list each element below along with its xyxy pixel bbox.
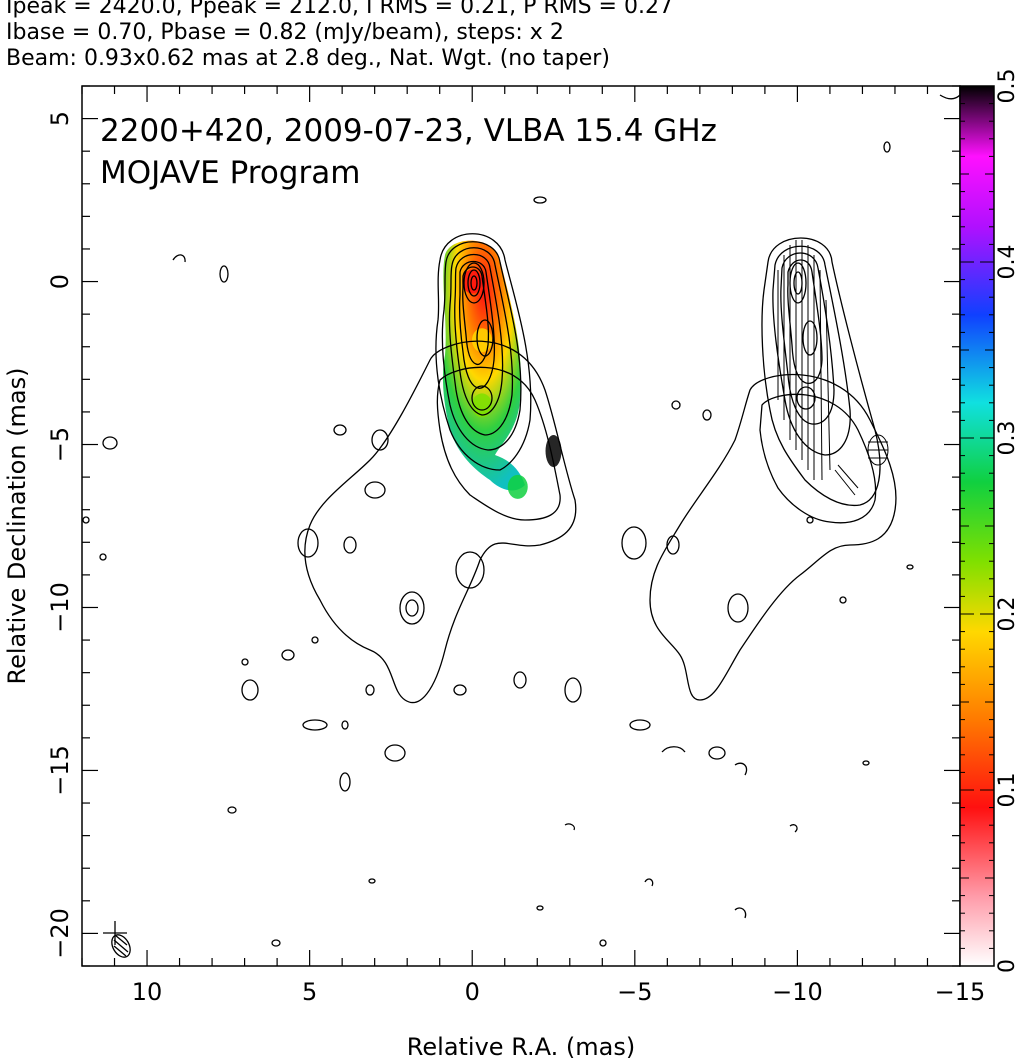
colorbar-ticks: 0 0.1 0.2 0.3 0.4 0.5 — [960, 69, 1020, 973]
colorbar-tick-label: 0.2 — [995, 597, 1020, 632]
y-axis-label: Relative Declination (mas) — [3, 367, 31, 684]
total-intensity-contours — [82, 94, 960, 947]
header-stats-line-1: Ipeak = 2420.0, Ppeak = 212.0, I RMS = 0… — [6, 0, 673, 19]
x-tick-label: 0 — [465, 978, 480, 1006]
y-tick-label: 0 — [46, 274, 74, 289]
beam-ellipse — [103, 921, 131, 958]
y-tick-label: −10 — [46, 582, 74, 633]
x-tick-label: 5 — [302, 978, 317, 1006]
polarized-component-mark — [471, 328, 492, 353]
colorbar-tick-label: 0.4 — [995, 245, 1020, 280]
x-tick-label: −15 — [935, 978, 986, 1006]
x-tick-label: 10 — [132, 978, 163, 1006]
x-axis-ticks: 10 5 0 −5 −10 −15 — [81, 86, 986, 1006]
map-content — [82, 94, 960, 958]
y-tick-label: −20 — [46, 908, 74, 959]
header-beam-line: Beam: 0.93x0.62 mas at 2.8 deg., Nat. Wg… — [6, 46, 610, 71]
polarized-component-mark — [507, 474, 528, 499]
plot-frame — [81, 85, 961, 967]
colorbar-tick-label: 0 — [995, 959, 1020, 973]
y-tick-label: −5 — [46, 427, 74, 462]
map-title-line-1: 2200+420, 2009-07-23, VLBA 15.4 GHz — [100, 113, 717, 149]
polarized-component-mark — [462, 269, 483, 294]
polarized-component-mark — [471, 393, 492, 418]
y-axis-ticks: 5 0 −5 −10 −15 −20 — [46, 85, 960, 967]
colorbar-tick-label: 0.3 — [995, 421, 1020, 456]
x-axis-label: Relative R.A. (mas) — [407, 1033, 635, 1061]
header-stats-line-2: Ibase = 0.70, Pbase = 0.82 (mJy/beam), s… — [6, 20, 564, 45]
y-tick-label: −15 — [46, 745, 74, 796]
colorbar-tick-label: 0.1 — [995, 773, 1020, 808]
colorbar-tick-label: 0.5 — [995, 69, 1020, 104]
map-title-line-2: MOJAVE Program — [100, 155, 360, 191]
x-tick-label: −5 — [617, 978, 652, 1006]
y-tick-label: 5 — [46, 111, 74, 126]
x-tick-label: −10 — [772, 978, 823, 1006]
